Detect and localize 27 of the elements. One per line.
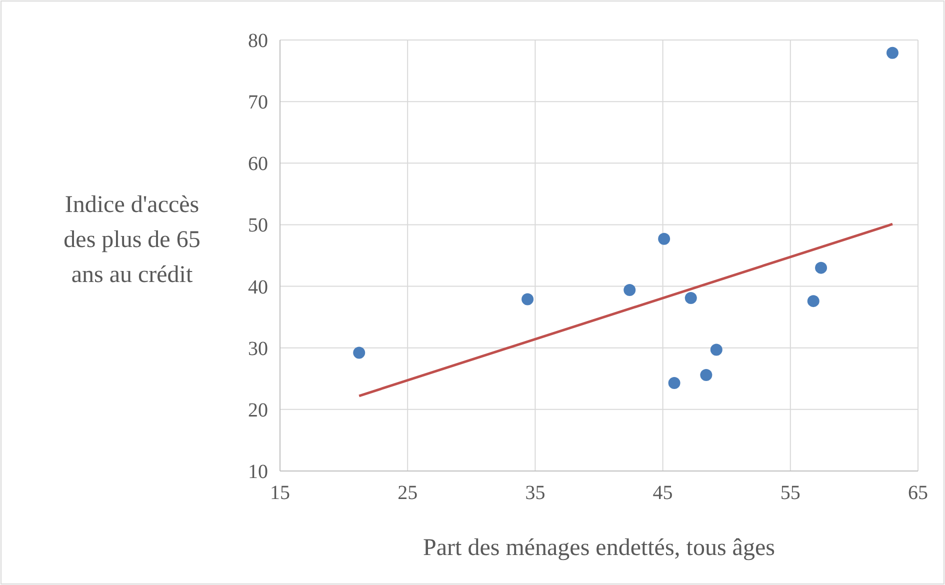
point <box>700 368 712 381</box>
y-tick-label: 20 <box>248 399 268 422</box>
point <box>668 376 680 389</box>
x-tick-label: 65 <box>908 482 928 504</box>
y-tick-label: 70 <box>248 92 268 114</box>
y-tick-label: 30 <box>248 338 268 360</box>
y-axis-title: Indice d'accès des plus de 65 ans au crédit <box>64 192 200 288</box>
y-tick-label: 60 <box>248 153 268 176</box>
point <box>684 292 697 304</box>
x-axis-title: Part des ménages endettés, tous âges <box>423 535 775 561</box>
point <box>522 293 534 306</box>
point <box>815 262 828 274</box>
y-tick-label: 40 <box>248 276 268 298</box>
x-tick-label: 55 <box>780 482 800 504</box>
point <box>658 232 670 245</box>
y-tick-label: 80 <box>248 30 268 52</box>
y-tick-label: 10 <box>248 461 268 483</box>
x-tick-label: 35 <box>525 482 546 504</box>
x-tick-label: 45 <box>652 482 673 504</box>
point <box>624 284 636 296</box>
point <box>886 46 898 59</box>
x-tick-label: 15 <box>270 482 290 504</box>
point <box>807 295 820 308</box>
x-tick-label: 25 <box>398 482 418 504</box>
point <box>353 346 366 359</box>
y-tick-label: 50 <box>248 214 268 237</box>
point <box>710 344 722 356</box>
